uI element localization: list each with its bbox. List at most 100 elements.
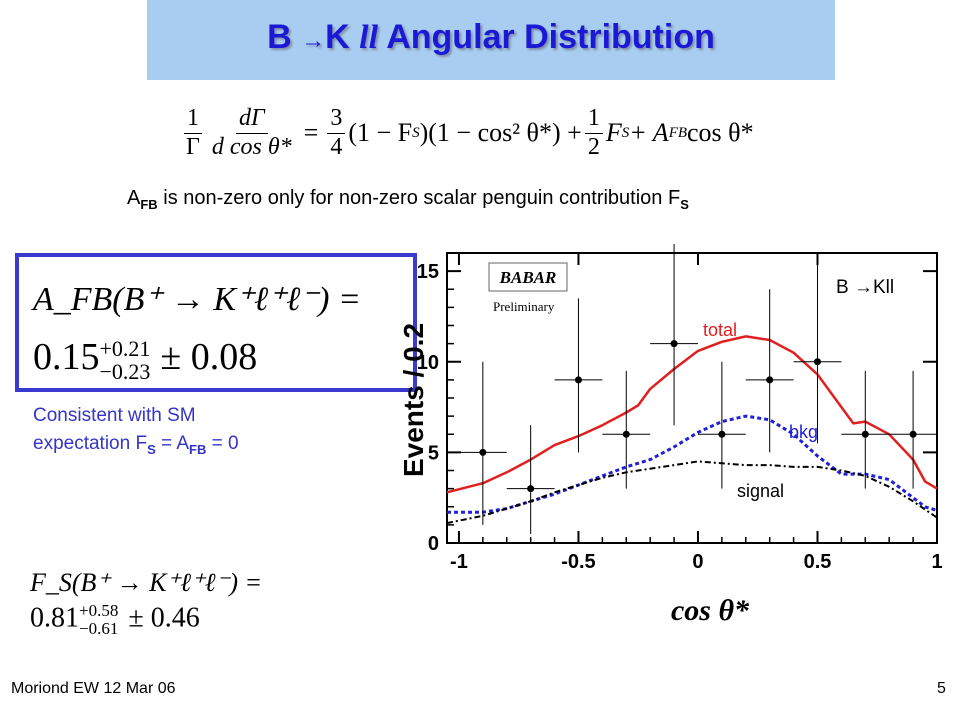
point-marker <box>718 430 726 438</box>
afb-syst: ± 0.08 <box>160 336 258 378</box>
data-point <box>841 370 890 489</box>
afb-err-up: +0.21 <box>99 336 151 362</box>
data-point <box>745 289 794 453</box>
data-point <box>458 361 507 525</box>
babar-logo-box <box>488 262 568 292</box>
slide-title: B →K ll Angular Distribution <box>147 18 835 57</box>
frac-num: 3 <box>327 105 346 134</box>
consistent-text-c: = 0 <box>206 433 239 454</box>
consistent-sub1: S <box>147 442 156 457</box>
afb-value: 0.15 <box>33 336 100 378</box>
formula-sub: S <box>412 124 420 141</box>
afb-err-down: −0.23 <box>99 359 151 385</box>
fs-value: 0.81 <box>30 602 79 634</box>
point-marker <box>527 485 535 493</box>
data-point <box>697 361 746 489</box>
frac-den: 2 <box>587 133 600 160</box>
y-tick-label: 0 <box>428 533 439 555</box>
afb-errors: +0.21 −0.23 <box>100 337 151 383</box>
consistent-text-a: expectation F <box>33 433 148 454</box>
title-ll: ll <box>359 19 379 56</box>
data-point <box>506 425 555 534</box>
frac-den: Γ <box>186 133 200 160</box>
curve-signal <box>446 460 938 525</box>
preliminary-label: Preliminary <box>493 299 555 314</box>
point-marker <box>766 376 774 384</box>
fs-errors: +0.58 −0.61 <box>79 602 118 638</box>
data-point <box>602 370 651 489</box>
afb-statement: AFB is non-zero only for non-zero scalar… <box>127 187 907 212</box>
afb-text: is non-zero only for non-zero scalar pen… <box>157 187 681 209</box>
babar-logo: BABAR <box>499 268 557 287</box>
bkg-label: bkg <box>789 422 818 442</box>
afb-sub: FB <box>140 197 158 212</box>
consistent-line1: Consistent with SM <box>33 405 196 426</box>
x-tick-label: -1 <box>450 551 468 573</box>
curves <box>446 335 938 525</box>
fs-result: F_S(B⁺ → K⁺ℓ⁺ℓ⁻) = 0.81 +0.58 −0.61 ± 0.46 <box>30 568 262 638</box>
afb-sub2: S <box>680 197 689 212</box>
formula-term1: (1 − F <box>348 118 413 147</box>
data-point <box>554 298 603 453</box>
fs-err-down: −0.61 <box>79 618 119 638</box>
point-marker <box>574 376 582 384</box>
afb-result-lhs: A_FB(B⁺ → K⁺ℓ⁺ℓ⁻) = <box>33 281 361 318</box>
frac-dgamma: dΓ d cos θ* <box>209 105 295 161</box>
fs-result-lhs: F_S(B⁺ → K⁺ℓ⁺ℓ⁻) = <box>30 568 263 597</box>
frac-num: 1 <box>183 105 202 134</box>
equals-sign: = <box>303 118 319 147</box>
footer-conference: Moriond EW 12 Mar 06 <box>11 680 176 697</box>
x-tick-label: 1 <box>931 551 942 573</box>
data-point <box>793 262 842 444</box>
data-point <box>650 243 698 426</box>
frac-den: d cos θ* <box>211 133 292 160</box>
afb-result-value-line: 0.15 +0.21 −0.23 ± 0.08 <box>33 335 257 383</box>
process-label: B →Kll <box>836 277 894 298</box>
y-tick-label: 15 <box>417 261 439 283</box>
x-axis-label: cos θ* <box>671 594 750 627</box>
point-marker <box>909 430 917 438</box>
footer-page-number: 5 <box>937 680 946 697</box>
x-tick-label: 0 <box>692 551 703 573</box>
y-tick-label: 10 <box>417 352 439 374</box>
point-marker <box>813 358 821 366</box>
title-banner: B →K ll Angular Distribution <box>147 0 835 80</box>
point-marker <box>622 430 630 438</box>
fs-result-value-line: 0.81 +0.58 −0.61 ± 0.46 <box>30 602 262 638</box>
consistent-text-b: = A <box>155 433 190 454</box>
consistent-sub2: FB <box>189 442 207 457</box>
x-tick-label: -0.5 <box>561 551 595 573</box>
sm-consistency-note: Consistent with SM expectation FS = AFB … <box>33 402 363 464</box>
total-label: total <box>703 320 737 340</box>
x-tick-label: 0.5 <box>804 551 832 573</box>
point-marker <box>670 340 678 348</box>
data-point <box>889 370 937 489</box>
title-b: B <box>267 18 302 56</box>
fs-err-up: +0.58 <box>79 601 119 620</box>
formula-term3b: cos θ* <box>687 118 754 147</box>
title-arrow: → <box>301 27 326 54</box>
data-points <box>458 243 937 534</box>
formula-sub: FB <box>668 124 688 141</box>
formula-term1b: )(1 − cos² θ*) + <box>419 118 582 147</box>
point-marker <box>479 448 487 456</box>
formula-term2: F <box>605 118 622 147</box>
formula-term3: + A <box>629 118 669 147</box>
title-k: K <box>325 18 360 56</box>
signal-label: signal <box>737 481 784 501</box>
consistent-line2: expectation FS = AFB = 0 <box>33 430 363 464</box>
chart-labels: BABAR Preliminary B →Kll total bkg signa… <box>398 262 894 627</box>
formula-sub: S <box>621 124 630 141</box>
title-rest: Angular Distribution <box>378 18 715 56</box>
frac-num: 1 <box>584 105 603 134</box>
afb-result-box: A_FB(B⁺ → K⁺ℓ⁺ℓ⁻) = 0.15 +0.21 −0.23 ± 0.08 <box>15 253 417 392</box>
point-marker <box>861 430 869 438</box>
frac-num: dΓ <box>235 105 268 134</box>
afb-a: A <box>127 187 141 209</box>
